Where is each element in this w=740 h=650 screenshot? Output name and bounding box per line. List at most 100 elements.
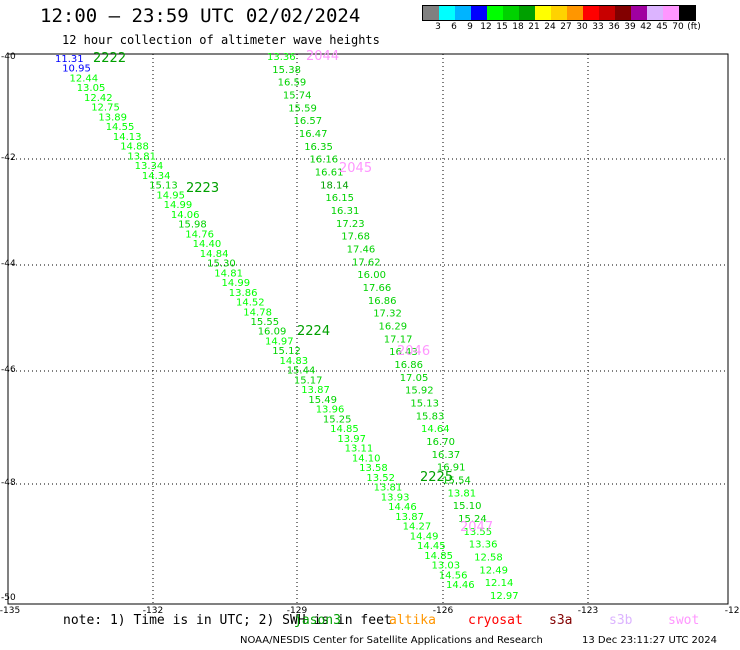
legend-label: 33 [592,22,604,32]
swh-value: 14.95 [156,190,185,201]
swh-value: 12.44 [70,74,99,85]
latitude-tick-labels: -40 -42 -44 -46 -48 -50 [1,52,16,603]
swh-value: 15.92 [405,386,434,397]
swh-value: 14.81 [214,268,243,279]
swh-value: 14.13 [113,132,142,143]
swh-value: 14.56 [439,570,468,581]
swh-value: 13.52 [366,473,395,484]
swh-value: 13.11 [345,444,374,455]
swh-value: 15.98 [178,220,207,231]
swh-value: 17.23 [336,219,365,230]
swh-value: 16.70 [426,437,455,448]
swh-value: 16.47 [299,129,328,140]
swh-value: 17.66 [363,283,392,294]
legend-label: 27 [560,22,572,32]
swh-value: 16.61 [315,168,344,179]
pass-number-labels: 2222 2223 2224 2225 2044 2045 2046 2047 [93,49,493,535]
grid-lines [8,54,728,604]
legend-label: 39 [624,22,636,32]
longitude-tick: -129 [287,606,308,616]
page-subtitle: 12 hour collection of altimeter wave hei… [62,33,380,47]
swh-value: 16.31 [331,206,360,217]
legend-swatch [663,6,679,20]
swh-value: 10.95 [62,64,91,75]
swh-value: 16.37 [432,450,461,461]
swh-value: 14.97 [265,337,294,348]
pass-label: 2045 [339,161,372,176]
swh-value: 17.17 [384,334,413,345]
longitude-tick: -126 [433,606,454,616]
swh-value: 14.99 [222,278,251,289]
swh-value: 17.62 [352,257,381,268]
swh-value: 15.13 [149,181,178,192]
swh-value: 15.24 [458,514,487,525]
swh-value: 13.81 [374,483,403,494]
legend-swatch [551,6,567,20]
swh-value: 15.55 [251,317,280,328]
swh-value: 14.55 [106,122,135,133]
legend-swatch [503,6,519,20]
swh-value: 15.38 [272,65,301,76]
legend-swatch [599,6,615,20]
swh-value: 13.87 [395,512,424,523]
swh-value: 13.93 [381,492,410,503]
swh-value: 14.64 [421,424,450,435]
swh-value: 16.59 [278,78,307,89]
legend-label: 3 [435,22,441,32]
swh-value: 13.89 [98,112,127,123]
map-frame [7,53,729,605]
latitude-tick: -46 [1,365,16,375]
satellite-label-altika: altika [389,613,436,628]
swh-value: 14.88 [120,142,149,153]
pass-label: 2047 [460,520,493,535]
longitude-tick: -135 [0,606,20,616]
swh-value: 15.25 [323,414,352,425]
latitude-tick: -42 [1,153,16,163]
swh-value: 11.31 [55,54,84,65]
satellite-label-s3a: s3a [549,613,573,628]
swh-value: 16.91 [437,463,466,474]
generated-timestamp: 13 Dec 23:11:27 UTC 2024 [582,635,717,646]
legend-label: 30 [576,22,588,32]
swh-value: 16.16 [310,155,339,166]
swh-value: 14.83 [280,356,309,367]
swh-value: 13.34 [135,161,164,172]
longitude-tick: -123 [578,606,598,616]
latitude-tick: -44 [1,259,16,269]
swh-value: 12.14 [485,578,514,589]
legend-label: 70 [672,22,684,32]
swh-value: 13.86 [229,288,258,299]
swh-value: 14.49 [410,531,439,542]
swh-value: 16.29 [379,322,408,333]
swh-value: 16.86 [368,296,397,307]
swh-value: 12.42 [84,93,113,104]
satellite-label-jason3: jason3 [294,613,341,628]
swh-value: 12.58 [474,553,503,564]
swh-value: 15.74 [283,91,312,102]
swh-value: 16.86 [394,360,423,371]
swh-value: 13.87 [301,385,330,396]
legend-swatch [583,6,599,20]
pass-label: 2223 [186,181,219,196]
satellite-label-s3b: s3b [609,613,633,628]
credit-line: NOAA/NESDIS Center for Satellite Applica… [240,635,543,646]
legend-swatch [439,6,455,20]
swh-value: 16.09 [258,327,287,338]
color-scale-legend [422,5,696,21]
longitude-tick: -120 [725,606,740,616]
swh-value: 14.84 [200,249,229,260]
legend-label: 21 [528,22,540,32]
satellite-label-cryosat: cryosat [468,613,523,628]
legend-label: 6 [451,22,457,32]
swh-value: 13.97 [337,434,366,445]
swh-value: 14.45 [417,541,446,552]
swh-value: 16.43 [389,347,418,358]
swh-value: 14.46 [388,502,417,513]
swh-value: 17.05 [400,373,429,384]
swh-value: 15.83 [416,411,445,422]
swh-value: 14.40 [193,239,222,250]
legend-swatch [679,6,695,20]
latitude-tick: -40 [1,52,16,62]
swh-value: 15.30 [207,259,236,270]
